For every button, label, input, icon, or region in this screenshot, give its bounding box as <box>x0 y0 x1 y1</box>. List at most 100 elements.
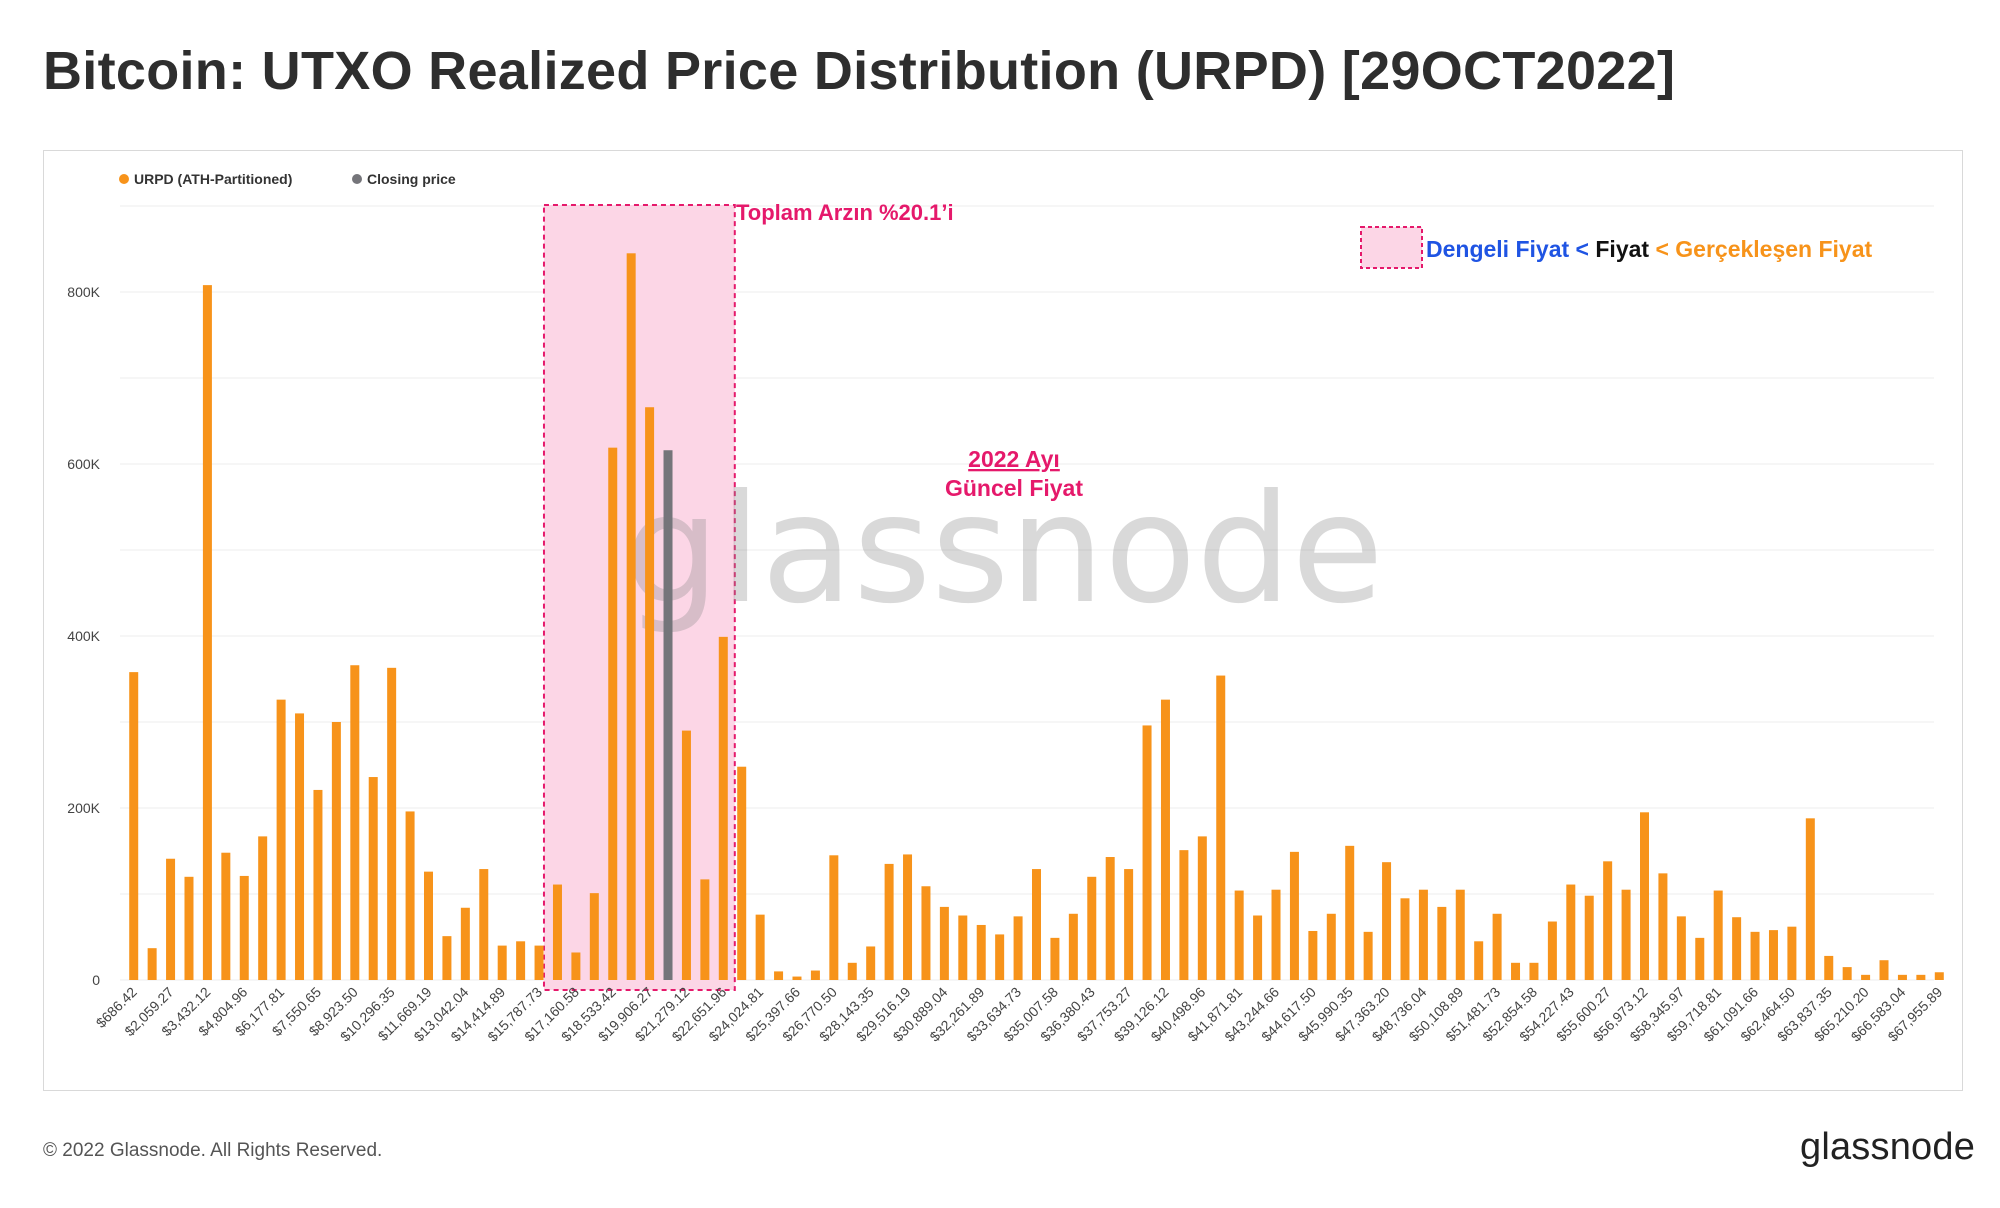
urpd-bar <box>442 936 452 980</box>
urpd-bar <box>1068 913 1078 980</box>
urpd-bar <box>1105 857 1115 980</box>
urpd-bar <box>479 869 489 980</box>
urpd-bar <box>1363 931 1373 980</box>
urpd-bar <box>958 915 968 980</box>
urpd-bar <box>847 962 857 980</box>
highlight-key-part: Dengeli Fiyat <box>1426 236 1569 262</box>
page-title: Bitcoin: UTXO Realized Price Distributio… <box>43 41 1676 101</box>
urpd-bar <box>1603 861 1613 980</box>
urpd-bar <box>626 253 636 981</box>
urpd-bar <box>829 855 839 980</box>
urpd-bar <box>1695 937 1705 980</box>
urpd-bar <box>1934 972 1944 980</box>
urpd-bar <box>1289 851 1299 980</box>
urpd-bar <box>166 858 176 980</box>
urpd-bar <box>1529 962 1539 980</box>
urpd-bar <box>589 893 599 980</box>
highlight-key-part: < <box>1569 236 1595 262</box>
urpd-bar <box>866 946 876 980</box>
urpd-bar <box>1437 906 1447 980</box>
closing-price-bar <box>663 450 673 980</box>
urpd-bar <box>681 730 691 980</box>
urpd-bar <box>1050 937 1060 980</box>
urpd-bar <box>1032 869 1041 980</box>
supply-share-annotation: Toplam Arzın %20.1’i <box>736 200 954 225</box>
urpd-bar <box>1455 889 1465 980</box>
urpd-bar <box>1271 889 1281 980</box>
urpd-bar <box>424 871 433 980</box>
urpd-bar <box>1916 974 1926 980</box>
urpd-bar <box>737 766 747 980</box>
urpd-bar <box>1492 913 1502 980</box>
urpd-bar <box>129 672 139 980</box>
urpd-bar <box>1547 921 1557 980</box>
urpd-bar <box>221 852 231 980</box>
glassnode-logo: glassnode <box>1800 1126 1976 1168</box>
urpd-bar <box>387 667 397 980</box>
urpd-bar <box>810 970 820 980</box>
urpd-bar <box>1897 974 1907 980</box>
urpd-bar <box>1474 941 1484 980</box>
urpd-bar <box>1253 915 1263 980</box>
urpd-bar <box>184 876 194 980</box>
urpd-chart: 0200K400K600K800Kglassnode$686.42$2,059.… <box>67 171 1945 1045</box>
urpd-bar <box>1658 873 1668 980</box>
urpd-bar <box>1511 962 1521 980</box>
footer-copyright: © 2022 Glassnode. All Rights Reserved. <box>43 1140 383 1161</box>
urpd-bar <box>331 722 341 980</box>
urpd-bar <box>571 952 581 980</box>
urpd-bar <box>276 699 286 980</box>
urpd-bar <box>1382 862 1392 980</box>
urpd-bar <box>552 884 562 980</box>
urpd-bar <box>295 713 305 980</box>
urpd-bar <box>995 934 1005 980</box>
urpd-bar <box>718 636 728 980</box>
current-price-annotation-line2: Güncel Fiyat <box>945 475 1083 501</box>
legend-label: URPD (ATH-Partitioned) <box>134 171 292 187</box>
urpd-bar <box>239 875 249 980</box>
y-tick-label: 0 <box>92 972 100 988</box>
urpd-bar <box>497 945 507 980</box>
urpd-bar <box>1234 890 1244 980</box>
urpd-bar <box>1621 889 1631 980</box>
legend-label: Closing price <box>367 171 456 187</box>
watermark: glassnode <box>624 463 1383 637</box>
highlight-key-part: Fiyat <box>1595 236 1649 262</box>
urpd-bar <box>350 665 360 980</box>
urpd-bar <box>1842 967 1852 980</box>
urpd-bar <box>405 811 415 980</box>
urpd-bar <box>1179 850 1189 980</box>
urpd-bar <box>1750 931 1760 980</box>
urpd-bar <box>608 447 618 980</box>
urpd-bar <box>976 924 986 980</box>
urpd-bar <box>903 854 913 980</box>
urpd-bar <box>700 879 710 980</box>
urpd-bar <box>884 863 894 980</box>
highlight-key-part: Gerçekleşen Fiyat <box>1675 236 1872 262</box>
urpd-bar <box>1566 884 1576 980</box>
current-price-annotation-line1: 2022 Ayı <box>968 446 1060 472</box>
urpd-bar <box>1142 725 1152 980</box>
y-tick-label: 600K <box>67 456 100 472</box>
y-tick-label: 400K <box>67 628 100 644</box>
urpd-bar <box>774 971 784 980</box>
urpd-bar <box>313 789 323 980</box>
urpd-bar <box>1216 675 1226 980</box>
urpd-bar <box>1087 876 1097 980</box>
urpd-bar <box>1584 895 1594 980</box>
highlight-key-swatch <box>1360 226 1423 269</box>
chart-panel: 0 200K 400K 600K 800K glassnode $686.42 $2,059.… <box>43 150 1963 1091</box>
urpd-bar <box>1861 974 1871 980</box>
urpd-bar <box>792 976 802 980</box>
urpd-bar <box>1013 916 1023 980</box>
urpd-bar <box>202 285 212 980</box>
urpd-bar <box>921 886 931 980</box>
urpd-bar <box>1345 845 1355 980</box>
y-tick-label: 800K <box>67 284 100 300</box>
urpd-bar <box>1879 960 1889 980</box>
urpd-bar <box>1124 869 1134 980</box>
urpd-bar <box>1400 898 1410 980</box>
urpd-bar <box>368 777 378 980</box>
legend-marker <box>352 174 362 184</box>
urpd-bar <box>1787 926 1797 980</box>
